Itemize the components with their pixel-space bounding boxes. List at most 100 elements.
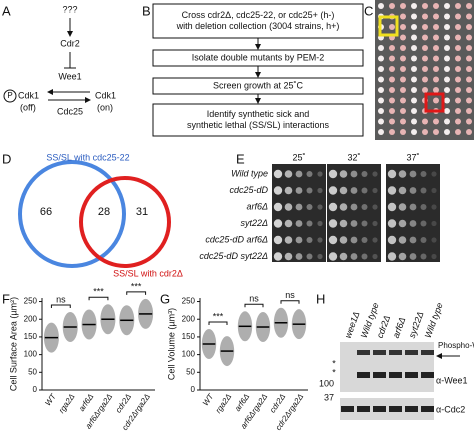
- colony: [444, 13, 450, 20]
- blot-lower: [340, 398, 434, 420]
- spot: [409, 170, 417, 178]
- spot: [350, 236, 358, 244]
- screen-plate: [375, 0, 474, 140]
- colony: [422, 55, 428, 62]
- spot: [350, 170, 358, 178]
- spot: [273, 235, 283, 245]
- phospho-circle: [3, 89, 17, 103]
- colony: [466, 76, 472, 83]
- x-tick-label: WT: [43, 391, 58, 407]
- spot: [339, 170, 348, 178]
- band: [389, 350, 402, 355]
- cdr2: Cdr2: [60, 38, 80, 48]
- colony: [400, 24, 406, 30]
- colony: [455, 118, 461, 125]
- colony: [411, 55, 417, 62]
- spot: [339, 219, 348, 228]
- colony: [466, 34, 472, 41]
- spot: [420, 253, 427, 260]
- colony: [411, 97, 417, 104]
- colony: [455, 45, 461, 51]
- panel-label: C: [364, 3, 373, 18]
- x-tick-label: rga2Δ: [57, 392, 77, 415]
- spot: [398, 203, 407, 211]
- bracket: [126, 291, 147, 295]
- colony: [411, 13, 417, 20]
- step-box: [152, 103, 364, 137]
- temperature: 32˚: [347, 152, 360, 162]
- y-tick-label: 200: [182, 314, 196, 323]
- colony: [466, 87, 472, 93]
- spot: [328, 186, 338, 195]
- spot: [350, 203, 358, 211]
- spot: [295, 187, 303, 194]
- colony: [455, 34, 461, 41]
- colony: [455, 108, 461, 114]
- band: [357, 406, 370, 412]
- colony: [433, 118, 439, 125]
- venn-set-b: [79, 176, 171, 268]
- colony: [411, 34, 417, 41]
- colony: [400, 55, 406, 62]
- step-text: with deletion collection (3004 strains, …: [176, 21, 340, 31]
- colony: [411, 3, 417, 9]
- colony: [411, 87, 417, 93]
- spot: [372, 187, 378, 194]
- band: [405, 406, 418, 412]
- y-tick-label: 50: [28, 367, 37, 376]
- colony: [444, 45, 450, 51]
- colony: [455, 97, 461, 104]
- spot: [409, 253, 417, 260]
- spot: [306, 171, 313, 177]
- spot: [420, 204, 427, 210]
- band: [421, 406, 434, 412]
- spot: [398, 252, 407, 261]
- colony: [444, 34, 450, 41]
- spot: [409, 220, 417, 227]
- band: [421, 350, 434, 355]
- spot: [284, 170, 293, 178]
- y-tick-label: 50: [186, 367, 195, 376]
- spot: [273, 169, 283, 179]
- panel-label: G: [160, 291, 170, 306]
- colony: [422, 118, 428, 125]
- spot: [317, 220, 323, 227]
- colony: [389, 87, 395, 93]
- band: [389, 406, 402, 412]
- spot: [431, 171, 437, 177]
- spot: [431, 187, 437, 194]
- step-text: Identify synthetic sick and: [207, 109, 310, 119]
- step-text: Isolate double mutants by PEM-2: [192, 52, 325, 62]
- highlight: [424, 92, 445, 113]
- band: [405, 372, 418, 378]
- spot: [284, 186, 293, 195]
- colony: [411, 66, 417, 72]
- spot: [306, 253, 313, 260]
- spot: [398, 219, 407, 228]
- y-tick-label: 100: [182, 350, 196, 359]
- colony: [378, 66, 384, 72]
- significance: ***: [213, 311, 224, 321]
- spot: [361, 220, 368, 227]
- colony: [433, 34, 439, 41]
- colony: [433, 76, 439, 83]
- spot: [339, 252, 348, 261]
- bracket: [88, 296, 109, 301]
- band: [357, 350, 370, 355]
- spot: [409, 236, 417, 244]
- colony: [455, 24, 461, 30]
- colony: [422, 24, 428, 30]
- spot: [317, 253, 323, 260]
- spot: [387, 252, 397, 261]
- strain-label: Wild type: [231, 168, 268, 178]
- spot-assay: 25˚ 32˚ 37˚ Wild type cdc25-dD arf6Δ syt22Δ cdc…: [199, 152, 440, 262]
- spot: [387, 219, 397, 228]
- colony: [466, 13, 472, 20]
- bracket: [244, 303, 264, 308]
- bracket: [280, 300, 300, 304]
- spot: [339, 203, 348, 211]
- colony: [378, 108, 384, 114]
- colony: [378, 97, 384, 104]
